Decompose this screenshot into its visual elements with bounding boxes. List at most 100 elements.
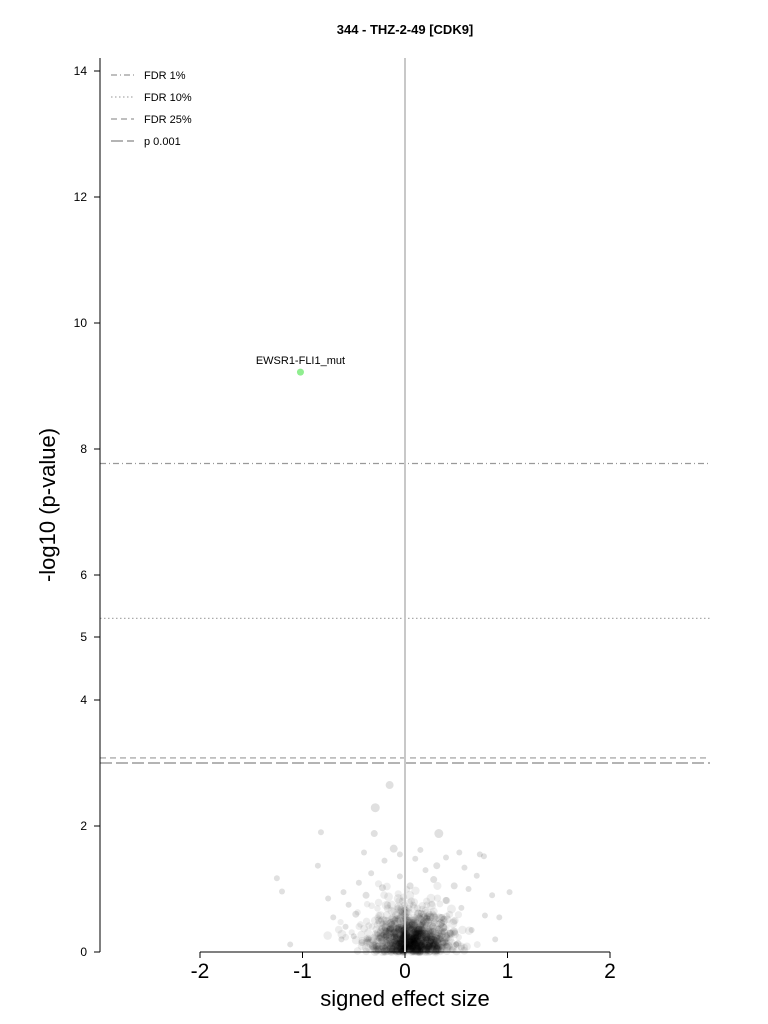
data-point xyxy=(358,939,366,947)
data-point xyxy=(393,945,402,954)
data-point xyxy=(386,939,395,947)
data-point xyxy=(417,945,424,953)
data-point xyxy=(450,917,458,926)
data-point xyxy=(429,938,439,948)
data-point xyxy=(385,936,393,944)
data-point xyxy=(396,851,403,858)
data-point xyxy=(380,931,388,939)
data-point xyxy=(406,882,414,890)
data-point xyxy=(412,930,422,940)
data-point xyxy=(423,944,431,952)
data-point xyxy=(417,937,426,946)
data-point xyxy=(413,925,421,933)
data-point xyxy=(420,918,427,926)
data-point xyxy=(443,915,452,924)
data-point xyxy=(421,945,429,952)
data-point xyxy=(397,946,405,953)
data-point xyxy=(405,921,414,930)
data-point xyxy=(374,942,382,950)
data-point xyxy=(422,945,431,953)
data-point xyxy=(397,940,406,949)
data-point xyxy=(436,918,446,928)
data-point xyxy=(394,914,403,923)
data-point xyxy=(383,946,391,954)
data-point xyxy=(418,927,427,935)
data-point xyxy=(405,936,414,945)
data-point xyxy=(360,924,369,933)
data-point xyxy=(405,937,415,947)
data-point xyxy=(358,937,366,945)
data-point xyxy=(386,943,396,953)
data-point xyxy=(395,920,403,928)
data-point xyxy=(416,932,425,941)
data-point xyxy=(418,939,425,947)
data-point xyxy=(402,915,412,925)
data-point xyxy=(418,935,428,945)
data-point xyxy=(380,926,389,936)
data-point xyxy=(406,937,414,945)
data-point xyxy=(397,940,405,948)
data-point xyxy=(443,896,451,905)
data-point xyxy=(408,936,418,945)
data-point xyxy=(385,932,393,940)
data-point xyxy=(352,910,360,918)
data-point xyxy=(387,938,397,948)
data-point xyxy=(413,932,422,941)
data-point xyxy=(382,944,389,952)
data-point xyxy=(428,938,435,945)
data-point xyxy=(436,946,445,956)
data-point xyxy=(414,909,423,918)
data-point xyxy=(423,948,430,955)
data-point xyxy=(363,934,372,942)
data-point xyxy=(373,920,383,930)
data-point xyxy=(429,907,438,916)
data-point xyxy=(406,914,413,921)
data-point xyxy=(364,938,372,946)
data-point xyxy=(426,938,435,948)
data-point xyxy=(395,923,403,931)
data-point xyxy=(389,934,399,944)
data-point xyxy=(395,940,405,950)
data-point xyxy=(418,905,426,913)
data-point xyxy=(365,935,373,942)
data-point xyxy=(413,933,420,940)
data-point xyxy=(410,930,418,938)
data-point xyxy=(378,916,388,926)
data-point xyxy=(436,900,444,908)
data-point xyxy=(380,926,389,935)
data-point xyxy=(428,935,438,945)
data-point xyxy=(397,948,405,955)
x-tick-label: -1 xyxy=(293,960,312,983)
data-point xyxy=(404,943,412,951)
data-point xyxy=(450,927,459,936)
data-point xyxy=(417,921,426,930)
data-point xyxy=(417,909,425,917)
data-point xyxy=(389,945,397,954)
data-point xyxy=(423,937,430,944)
data-point xyxy=(410,921,419,930)
data-point xyxy=(424,944,433,952)
data-point xyxy=(414,942,423,951)
data-point xyxy=(422,927,430,935)
data-point xyxy=(424,941,433,951)
data-point xyxy=(361,943,372,953)
data-point xyxy=(368,923,376,930)
data-point xyxy=(362,891,370,899)
data-point xyxy=(338,936,345,943)
data-point xyxy=(439,923,448,931)
data-point xyxy=(460,946,469,955)
data-point xyxy=(425,943,432,950)
data-point xyxy=(426,929,433,936)
data-point xyxy=(395,939,403,947)
data-point xyxy=(390,926,400,936)
data-point xyxy=(433,932,441,940)
data-point xyxy=(374,945,383,954)
data-point xyxy=(410,934,419,943)
data-point xyxy=(409,934,417,942)
data-point xyxy=(392,934,401,943)
data-point xyxy=(390,933,397,941)
data-point xyxy=(433,862,441,870)
data-point xyxy=(377,916,385,923)
data-point xyxy=(376,934,385,943)
data-point xyxy=(383,931,390,939)
